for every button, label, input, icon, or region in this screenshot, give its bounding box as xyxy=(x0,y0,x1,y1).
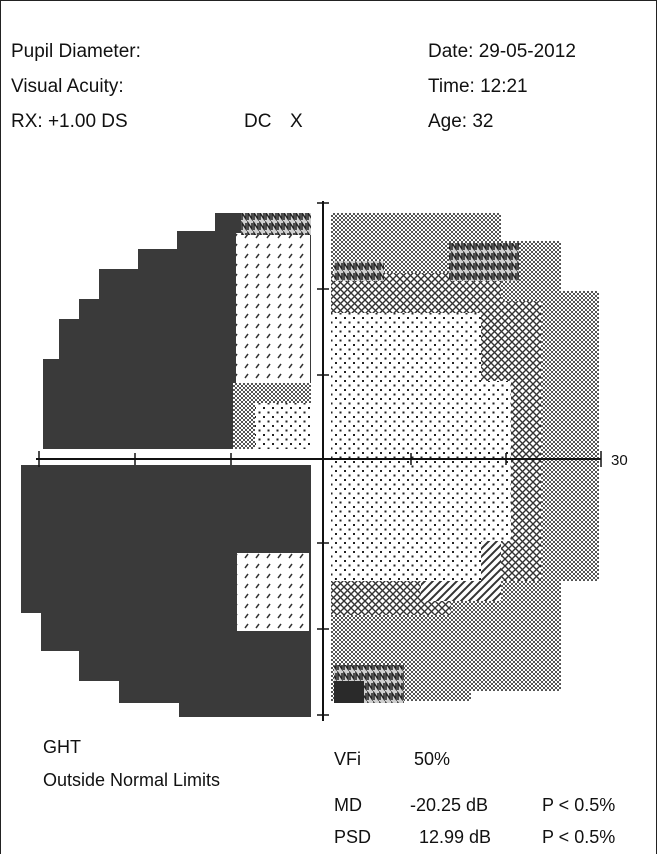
near-normal-region xyxy=(401,381,511,541)
deep-defect xyxy=(334,261,384,281)
pupil-diameter-label: Pupil Diameter: xyxy=(11,41,141,62)
defect-block xyxy=(99,269,139,449)
deep-defect xyxy=(449,243,519,281)
defect-block xyxy=(79,299,101,449)
defect-block xyxy=(138,249,178,449)
vfi-label: VFi xyxy=(334,749,361,769)
age-label: Age: 32 xyxy=(428,111,494,132)
psd-value: 12.99 dB xyxy=(419,827,492,847)
time-label: Time: 12:21 xyxy=(428,76,528,97)
relative-defect xyxy=(241,213,311,235)
md-value: -20.25 dB xyxy=(410,795,489,815)
relative-defect xyxy=(255,403,311,449)
psd-label: PSD xyxy=(334,827,372,847)
defect-block xyxy=(177,231,217,449)
ght-label: GHT xyxy=(43,737,81,757)
dc-label: DC xyxy=(244,111,272,132)
x-label: X xyxy=(290,111,303,132)
defect-block xyxy=(43,359,61,449)
relative-defect xyxy=(237,553,309,631)
defect-block xyxy=(59,319,81,449)
defect-block xyxy=(119,679,311,703)
vfi-value: 50% xyxy=(414,749,451,769)
visual-field-greyscale-plot: 30 xyxy=(21,201,628,721)
defect-block xyxy=(79,649,311,681)
md-label: MD xyxy=(334,795,362,815)
ght-value: Outside Normal Limits xyxy=(43,770,221,790)
defect-block xyxy=(179,701,311,717)
rx-label: RX: +1.00 DS xyxy=(11,111,128,132)
psd-p-value: P < 0.5% xyxy=(542,827,616,847)
relative-defect xyxy=(541,291,599,461)
deep-defect xyxy=(334,681,364,703)
date-label: Date: 29-05-2012 xyxy=(428,41,576,62)
md-p-value: P < 0.5% xyxy=(542,795,616,815)
axis-label-30: 30 xyxy=(611,452,628,469)
relative-defect xyxy=(236,233,310,383)
visual-acuity-label: Visual Acuity: xyxy=(11,76,124,97)
